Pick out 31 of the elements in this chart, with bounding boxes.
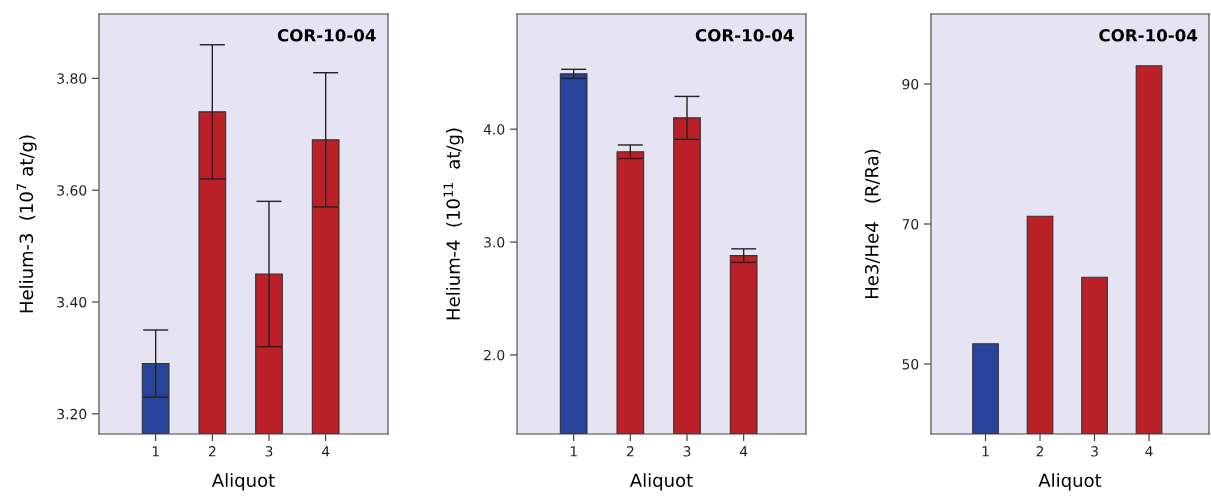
y-tick-label: 4.0 (483, 124, 505, 135)
y-tick-label: 70 (902, 218, 919, 230)
x-tick-label: 1 (982, 446, 989, 457)
y-tick-label: 3.80 (57, 73, 87, 84)
y-axis-title: He3/He4 (R/Ra) (864, 149, 881, 299)
y-tick-label: 90 (902, 78, 919, 90)
y-tick-label: 3.40 (57, 296, 87, 308)
y-axis-title: Helium-4 (10$^{11}$ at/g) (443, 128, 464, 320)
annotation: COR-10-04 (1099, 28, 1198, 42)
x-tick-label: 4 (739, 446, 748, 457)
x-axis-title: Aliquot (1038, 473, 1102, 491)
y-tick-label: 2.0 (484, 349, 505, 361)
x-tick-label: 2 (208, 446, 216, 457)
x-tick-label: 3 (1091, 446, 1098, 457)
x-tick-label: 1 (152, 446, 159, 457)
x-tick-label: 3 (265, 446, 273, 457)
annotation: COR-10-04 (277, 28, 376, 42)
x-axis-title: Aliquot (211, 473, 275, 491)
annotation: COR-10-04 (695, 28, 794, 42)
x-axis-title: Aliquot (629, 473, 693, 491)
y-tick-label: 3.60 (57, 185, 87, 196)
x-tick-label: 4 (1145, 446, 1153, 457)
y-tick-label: 50 (902, 358, 919, 370)
y-tick-label: 3.20 (57, 408, 87, 420)
x-tick-label: 2 (1036, 446, 1044, 457)
y-tick-label: 3.0 (484, 237, 505, 248)
x-tick-label: 3 (683, 446, 691, 457)
x-tick-label: 2 (626, 446, 634, 457)
y-axis-title: Helium-3 (10$^{7}$ at/g) (16, 135, 37, 313)
x-tick-label: 4 (321, 446, 330, 457)
x-tick-label: 1 (570, 446, 577, 457)
